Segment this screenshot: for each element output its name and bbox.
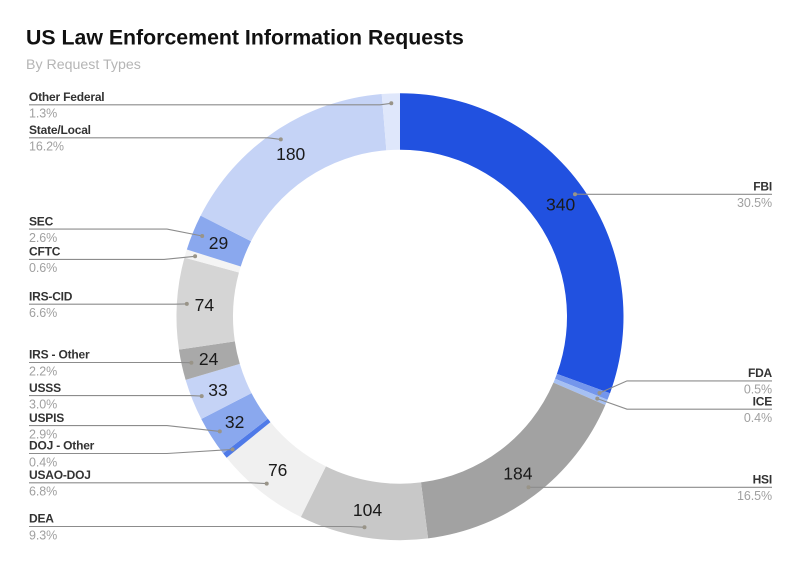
svg-text:104: 104 <box>353 500 382 520</box>
svg-text:USAO-DOJ: USAO-DOJ <box>29 468 91 482</box>
svg-text:FBI: FBI <box>753 180 772 194</box>
svg-text:180: 180 <box>276 144 305 164</box>
svg-text:184: 184 <box>503 464 532 484</box>
svg-text:Other Federal: Other Federal <box>29 90 104 104</box>
svg-text:16.2%: 16.2% <box>29 140 64 154</box>
svg-text:ICE: ICE <box>753 394 773 408</box>
svg-text:6.8%: 6.8% <box>29 485 57 499</box>
svg-text:1.3%: 1.3% <box>29 107 57 121</box>
svg-text:76: 76 <box>268 460 287 480</box>
svg-text:IRS - Other: IRS - Other <box>29 348 90 362</box>
svg-text:State/Local: State/Local <box>29 123 91 137</box>
svg-text:DOJ - Other: DOJ - Other <box>29 439 95 453</box>
svg-text:By Request Types: By Request Types <box>26 57 141 73</box>
svg-text:IRS-CID: IRS-CID <box>29 289 73 303</box>
svg-text:32: 32 <box>225 412 244 432</box>
svg-text:USPIS: USPIS <box>29 411 64 425</box>
svg-text:DEA: DEA <box>29 512 54 526</box>
svg-text:0.4%: 0.4% <box>744 411 772 425</box>
svg-text:33: 33 <box>208 380 227 400</box>
svg-text:16.5%: 16.5% <box>737 489 772 503</box>
svg-text:FDA: FDA <box>748 366 773 380</box>
svg-text:2.6%: 2.6% <box>29 231 57 245</box>
svg-text:30.5%: 30.5% <box>737 196 772 210</box>
svg-text:6.6%: 6.6% <box>29 306 57 320</box>
svg-text:9.3%: 9.3% <box>29 528 57 542</box>
svg-text:29: 29 <box>209 233 228 253</box>
svg-text:0.4%: 0.4% <box>29 455 57 469</box>
svg-text:HSI: HSI <box>753 473 772 487</box>
svg-text:3.0%: 3.0% <box>29 397 57 411</box>
svg-text:74: 74 <box>195 295 215 315</box>
svg-text:340: 340 <box>546 195 575 215</box>
svg-text:0.6%: 0.6% <box>29 261 57 275</box>
svg-text:CFTC: CFTC <box>29 245 61 259</box>
svg-text:0.5%: 0.5% <box>744 383 772 397</box>
svg-text:24: 24 <box>199 349 219 369</box>
svg-text:2.9%: 2.9% <box>29 427 57 441</box>
svg-text:USSS: USSS <box>29 381 61 395</box>
svg-text:US Law Enforcement Information: US Law Enforcement Information Requests <box>26 25 464 49</box>
svg-text:SEC: SEC <box>29 214 54 228</box>
svg-text:2.2%: 2.2% <box>29 364 57 378</box>
